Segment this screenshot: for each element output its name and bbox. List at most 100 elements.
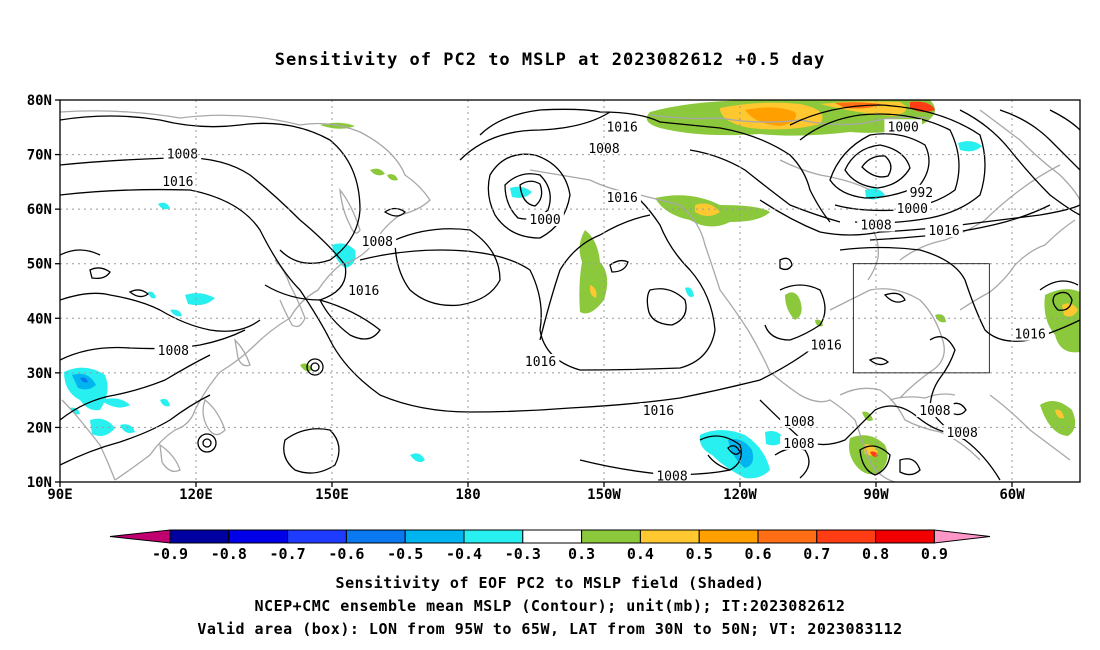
lon-tick-label: 60W	[999, 487, 1025, 503]
contour-label: 1016	[606, 120, 637, 135]
contour-label: 1016	[810, 339, 841, 354]
valid-area-box	[852, 263, 990, 374]
colorbar-label: -0.6	[328, 545, 364, 563]
caption-shading: Sensitivity of EOF PC2 to MSLP field (Sh…	[335, 574, 765, 592]
lat-tick-label: 20N	[27, 420, 52, 436]
lon-tick-label: 180	[455, 487, 480, 503]
contour-label-bg	[163, 146, 202, 161]
contour-label-bg	[906, 184, 936, 199]
colorbar-label: 0.7	[803, 545, 830, 563]
lat-tick-label: 40N	[27, 311, 52, 327]
contour-label-bg	[925, 222, 963, 237]
colorbar-segment	[757, 529, 818, 544]
colorbar-segment	[169, 529, 230, 544]
contour-label-bg	[857, 217, 895, 232]
colorbar-label: 0.5	[686, 545, 713, 563]
contour-label-bg	[344, 283, 383, 297]
contour-label: 992	[910, 186, 933, 201]
colorbar-segment	[287, 529, 347, 544]
lon-tick-label: 150W	[587, 487, 621, 503]
contour-label: 1016	[162, 175, 193, 190]
colorbar-label: -0.3	[505, 545, 541, 563]
lat-tick-label: 70N	[27, 148, 52, 164]
lat-tick-label: 60N	[27, 202, 52, 218]
contour-label: 1008	[656, 470, 687, 485]
contour-label: 1008	[362, 235, 393, 250]
colorbar-label: -0.8	[211, 545, 247, 563]
contour-label-bg	[603, 119, 641, 134]
contour-label: 1008	[783, 415, 814, 430]
contour-label-bg	[884, 119, 922, 134]
caption-valid-area: Valid area (box): LON from 95W to 65W, L…	[197, 620, 903, 638]
contour-label: 1000	[888, 120, 919, 135]
contour-label: 1008	[783, 437, 814, 452]
positive-patch-atlantic	[1044, 289, 1080, 353]
colorbar-segment	[581, 529, 641, 544]
colorbar-label: 0.4	[627, 545, 654, 563]
coastlines	[60, 109, 1080, 482]
lon-tick-label: 120E	[179, 487, 213, 503]
contour-label-bg	[159, 173, 197, 188]
contour-label-bg	[653, 468, 691, 483]
contour-label: 1008	[167, 148, 198, 163]
contour-label-bg	[943, 424, 981, 439]
lat-tick-label: 80N	[27, 93, 52, 109]
lat-lon-grid	[60, 100, 1080, 482]
colorbar-label: 0.8	[862, 545, 889, 563]
positive-patch-north-pacific	[579, 230, 608, 314]
colorbar-segment	[875, 529, 935, 544]
contour-label: 1016	[525, 355, 556, 370]
colorbar-segment	[816, 529, 877, 544]
lon-tick-label: 120W	[723, 487, 757, 503]
colorbar-label: -0.7	[270, 545, 306, 563]
colorbar-segment	[639, 529, 700, 544]
contour-label-bg	[1011, 326, 1049, 341]
contour-label: 1008	[946, 426, 977, 441]
contour-label: 1016	[348, 284, 379, 299]
map-frame	[59, 99, 1081, 483]
contour-label: 1016	[1014, 328, 1045, 343]
lat-tick-label: 50N	[27, 257, 52, 273]
contour-label: 1008	[158, 344, 189, 359]
colorbar-label: -0.9	[152, 545, 188, 563]
contour-label-bg	[639, 403, 678, 418]
colorbar-high-triangle	[933, 529, 991, 544]
mslp-contours	[60, 104, 1080, 481]
contour-label-bg	[780, 435, 818, 450]
contour-label-bg	[521, 353, 560, 368]
contour-label: 1000	[529, 213, 560, 228]
colorbar-segment	[404, 529, 465, 544]
lon-tick-label: 90E	[47, 487, 72, 503]
colorbar-segment	[522, 529, 583, 544]
contour-label-bg	[807, 337, 845, 352]
contour-label-bg	[358, 233, 397, 248]
colorbar: -0.9 -0.8 -0.7 -0.6 -0.5 -0.4 -0.3 0.3 0.4 0.5 0.6…	[109, 529, 991, 563]
lat-tick-label: 30N	[27, 366, 52, 382]
contour-label-bg	[603, 190, 641, 205]
colorbar-label: 0.3	[568, 545, 595, 563]
contour-label-bg	[526, 212, 564, 227]
contour-label: 1016	[928, 224, 959, 239]
colorbar-segment	[228, 529, 289, 544]
contour-label: 1008	[919, 404, 950, 419]
colorbar-segment	[463, 529, 524, 544]
contour-label-bg	[780, 413, 818, 428]
colorbar-segment	[698, 529, 759, 544]
lat-tick-label: 10N	[27, 475, 52, 491]
lon-tick-label: 150E	[315, 487, 349, 503]
contour-label: 1016	[643, 404, 674, 419]
colorbar-label: -0.5	[387, 545, 423, 563]
shaded-sensitivity-regions	[64, 100, 1080, 479]
colorbar-low-triangle	[109, 529, 171, 544]
caption-contours: NCEP+CMC ensemble mean MSLP (Contour); u…	[254, 597, 846, 615]
colorbar-label: -0.4	[446, 545, 482, 563]
contour-label-bg	[893, 201, 932, 216]
colorbar-label: 0.9	[921, 545, 948, 563]
contour-label-bg	[154, 343, 193, 358]
contour-label: 1016	[606, 191, 637, 206]
colorbar-label: 0.6	[744, 545, 771, 563]
colorbar-segment	[345, 529, 406, 544]
